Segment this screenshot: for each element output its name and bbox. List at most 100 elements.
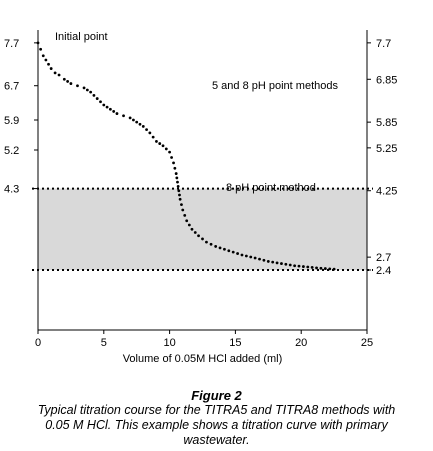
data-point [297, 264, 301, 268]
data-point [310, 266, 314, 269]
data-point [173, 166, 177, 170]
data-point [115, 112, 119, 115]
data-point [227, 249, 231, 253]
left-y-tick-label: 7.7 [4, 38, 19, 50]
data-point [288, 263, 292, 267]
right-y-tick-label: 5.25 [376, 143, 397, 155]
data-point [205, 240, 208, 244]
data-point [89, 90, 93, 94]
data-point [214, 245, 218, 248]
left-y-tick-label: 5.9 [4, 115, 19, 127]
right-y-tick-label: 2.4 [376, 265, 391, 277]
left-y-tick-label: 5.2 [4, 145, 19, 157]
left-y-tick-label: 4.3 [4, 184, 19, 196]
data-point [49, 67, 53, 70]
data-point [319, 266, 323, 270]
caption-title: Figure 2 [191, 388, 242, 403]
data-point [175, 176, 179, 180]
data-point [108, 107, 112, 111]
data-point [148, 131, 152, 135]
data-point [332, 267, 336, 271]
data-point [85, 88, 89, 92]
data-point [66, 80, 70, 83]
data-point [258, 257, 261, 261]
x-tick-label: 5 [101, 337, 107, 349]
left-y-axis-ticks: 7.7 6.7 5.9 5.2 4.3 [4, 38, 38, 196]
right-y-tick-label: 5.85 [376, 117, 397, 129]
data-point [57, 73, 61, 77]
right-y-tick-label: 4.25 [376, 186, 397, 198]
x-tick-label: 0 [35, 337, 41, 349]
data-point [185, 219, 189, 223]
x-axis-ticks: 0 5 10 15 20 25 [35, 330, 373, 349]
data-point [82, 86, 86, 90]
reference-lines [32, 187, 373, 271]
data-point [275, 261, 279, 265]
data-point [315, 266, 318, 270]
data-point [95, 97, 99, 100]
data-point [180, 203, 183, 207]
data-point [271, 260, 275, 264]
data-point [197, 234, 200, 238]
data-point [145, 128, 148, 132]
data-point [240, 253, 244, 257]
data-point [141, 125, 145, 128]
data-point [328, 267, 332, 271]
data-point [155, 140, 158, 143]
data-point [135, 120, 139, 124]
data-point [151, 135, 155, 139]
data-point [44, 58, 48, 62]
plot-frame [37, 30, 368, 331]
shaded-band [38, 188, 367, 270]
data-point [168, 150, 172, 154]
data-point [293, 264, 297, 268]
data-point [209, 242, 213, 246]
data-point [105, 105, 109, 109]
data-point [178, 197, 182, 201]
data-point [138, 122, 142, 126]
data-point [280, 262, 283, 265]
data-point [99, 100, 102, 104]
data-point [253, 256, 257, 260]
data-point [62, 77, 66, 81]
data-point [190, 227, 194, 231]
x-tick-label: 15 [229, 337, 241, 349]
data-point [132, 118, 135, 122]
data-point [36, 41, 40, 45]
data-point [178, 193, 181, 197]
data-point [161, 144, 165, 148]
data-point [102, 103, 106, 107]
data-point [176, 185, 180, 188]
annotation-initial-point: Initial point [55, 31, 108, 43]
data-point [187, 223, 191, 227]
data-point [266, 260, 270, 263]
left-y-tick-label: 6.7 [4, 81, 19, 93]
data-point [284, 262, 288, 266]
data-point [323, 267, 327, 270]
data-point [201, 237, 204, 241]
data-point [193, 231, 197, 234]
right-y-tick-label: 7.7 [376, 38, 391, 50]
data-point [223, 247, 226, 251]
data-point [122, 114, 125, 118]
data-point [244, 254, 248, 258]
annotation-5-8-ph-methods: 5 and 8 pH point methods [212, 80, 338, 92]
data-point [306, 265, 310, 269]
right-y-tick-label: 2.7 [376, 252, 391, 264]
data-point [76, 84, 79, 88]
data-point [218, 246, 222, 250]
data-point [301, 265, 305, 268]
data-point [92, 93, 96, 97]
data-point [176, 180, 179, 184]
data-point [236, 252, 239, 255]
titration-curve [36, 41, 336, 271]
data-point [177, 189, 181, 193]
caption-text: Typical titration course for the TITRA5 … [37, 403, 396, 447]
data-point [172, 161, 175, 165]
x-tick-label: 25 [361, 337, 373, 349]
right-y-tick-label: 6.85 [376, 74, 397, 86]
data-point [112, 110, 116, 113]
data-point [69, 82, 73, 85]
data-point [164, 147, 168, 151]
